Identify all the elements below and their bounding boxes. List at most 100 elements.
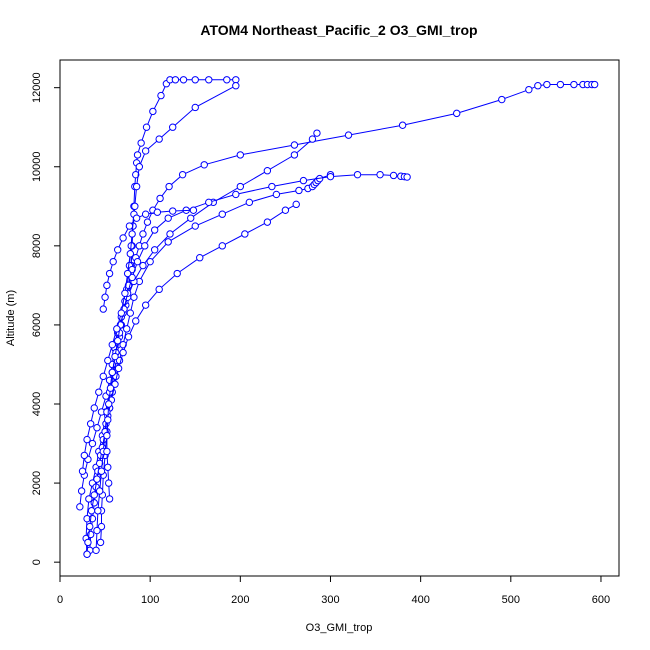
x-tick-label: 200 [231,594,249,606]
data-point [119,234,127,242]
chart-title: ATOM4 Northeast_Pacific_2 O3_GMI_trop [200,22,477,38]
data-point [263,218,272,226]
data-point [189,206,198,214]
y-tick-label: 8000 [31,234,43,258]
data-point [99,372,107,381]
data-point [86,522,94,531]
data-point [137,139,145,147]
data-point [103,281,111,290]
series-layer [76,76,599,558]
data-point [93,526,101,535]
data-point [308,135,317,143]
data-point [90,499,98,507]
data-point [232,82,240,90]
data-point [95,459,104,468]
data-point [403,173,411,181]
data-point [80,451,89,460]
data-point [108,368,116,377]
data-point [543,80,551,89]
data-point [290,141,299,149]
x-axis-label: O3_GMI_trop [306,622,373,634]
data-point [103,431,111,440]
data-point [92,546,100,554]
data-point [218,210,226,218]
data-point [101,293,109,301]
y-tick-label: 10000 [31,151,43,182]
series-9 [99,206,198,313]
data-point [169,207,177,215]
data-point [166,230,174,238]
data-point [114,364,123,373]
data-point [155,285,163,294]
data-point [90,491,98,499]
data-point [156,194,164,203]
data-point [130,293,138,301]
data-point [95,388,103,396]
series-line [86,203,297,555]
data-point [111,352,119,361]
data-point [232,190,240,199]
data-point [143,218,152,226]
series-line [82,214,135,472]
x-tick-label: 100 [141,594,159,606]
data-point [290,151,299,159]
y-axis: 0 2000 4000 6000 8000 10000 12000 [31,72,61,565]
data-point [398,121,407,129]
data-point [534,82,542,90]
data-point [121,289,129,297]
data-point [149,107,157,116]
data-point [153,208,162,216]
data-point [139,261,147,270]
data-point [131,202,139,210]
data-point [126,250,135,258]
data-point [105,495,114,503]
data-point [105,269,114,278]
data-point [103,408,111,416]
data-point [113,325,121,333]
data-point [76,503,84,511]
data-point [84,538,92,547]
data-point [83,550,91,558]
data-point [171,76,180,84]
data-point [128,230,136,238]
data-point [111,380,119,388]
data-point [187,214,195,222]
data-point [191,76,199,84]
data-point [139,230,147,238]
data-point [272,190,281,199]
data-point [525,85,533,94]
plot-frame [59,59,620,577]
data-point [205,198,213,207]
data-point [135,163,144,171]
data-point [124,333,133,341]
data-point [295,186,303,195]
data-point [326,172,335,181]
data-point [83,435,91,444]
data-point [155,135,163,143]
data-point [132,214,141,222]
data-point [200,161,208,169]
data-point [99,305,107,313]
data-point [88,439,97,448]
data-point [109,257,117,266]
data-point [142,123,151,131]
data-point [104,463,112,471]
data-point [389,171,398,180]
data-point [103,447,111,456]
data-point [146,257,154,266]
data-point [104,356,112,365]
series-line [89,174,331,551]
data-point [164,238,172,246]
data-point [132,317,140,325]
data-point [126,309,135,317]
data-point [95,487,104,495]
data-point [218,242,226,250]
data-point [114,246,122,254]
data-point [123,269,132,278]
data-point [205,76,213,84]
data-point [117,309,126,317]
data-point [157,91,165,100]
data-point [178,170,187,179]
data-point [141,210,150,218]
data-point [236,182,245,191]
